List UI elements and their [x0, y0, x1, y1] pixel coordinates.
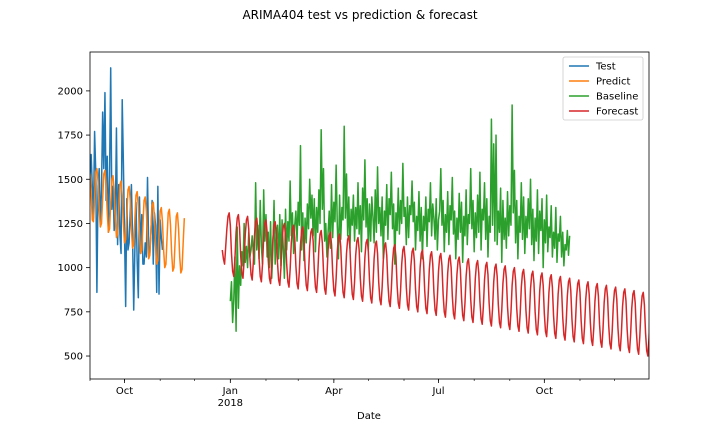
- y-tick-label: 1750: [58, 131, 83, 142]
- y-tick-label: 1500: [58, 175, 83, 186]
- x-tick-label: Oct: [116, 386, 133, 397]
- legend-label: Test: [595, 62, 616, 73]
- plot-frame: [89, 51, 650, 380]
- y-axis: 500 750 1000 1250 1500 1750 2000: [58, 86, 90, 363]
- series-lines: [90, 67, 649, 357]
- y-tick-label: 1250: [58, 219, 83, 230]
- x-tick-sublabel: 2018: [218, 398, 243, 409]
- legend-label: Forecast: [596, 107, 638, 118]
- x-tick-label: Oct: [536, 386, 553, 397]
- legend-box: [562, 56, 644, 121]
- series-line-test: [90, 67, 164, 311]
- series-line-predict: [90, 167, 186, 274]
- legend: Test Predict Baseline Forecast: [562, 56, 644, 121]
- y-tick-label: 750: [64, 307, 83, 318]
- x-tick-label: Jul: [431, 386, 444, 397]
- x-tick-label: Apr: [325, 386, 343, 397]
- series-line-forecast: [221, 212, 649, 357]
- y-tick-label: 1000: [58, 263, 83, 274]
- legend-label: Baseline: [596, 92, 638, 103]
- chart-title: ARIMA404 test vs prediction & forecast: [242, 8, 477, 22]
- x-axis-label: Date: [357, 411, 381, 422]
- x-tick-label: Jan: [222, 386, 238, 397]
- series-line-baseline: [229, 104, 571, 333]
- legend-label: Predict: [596, 77, 631, 88]
- y-tick-label: 500: [64, 352, 83, 363]
- y-tick-label: 2000: [58, 86, 83, 97]
